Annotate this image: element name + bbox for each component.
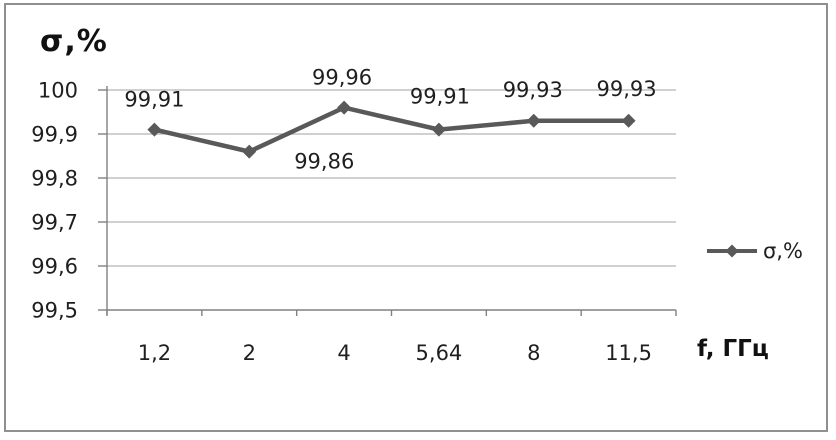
legend: σ,%: [706, 239, 803, 263]
data-point-marker: [242, 144, 257, 159]
data-point-marker: [526, 113, 541, 128]
x-axis-title: f, ГГц: [697, 336, 769, 362]
x-tick-label: 8: [527, 341, 540, 365]
y-tick-label: 99,7: [31, 211, 78, 235]
data-point-marker: [337, 100, 352, 115]
x-tick-label: 5,64: [416, 341, 463, 365]
y-tick-label: 99,5: [31, 299, 78, 323]
y-tick-label: 99,9: [31, 123, 78, 147]
legend-series-label: σ,%: [763, 239, 803, 263]
data-point-label: 99,91: [410, 85, 470, 109]
x-tick-label: 4: [337, 341, 350, 365]
data-point-label: 99,96: [312, 66, 372, 90]
series-line: [153, 105, 629, 154]
data-point-marker: [621, 113, 636, 128]
chart-title: σ,%: [40, 24, 108, 59]
data-point-label: 99,86: [294, 150, 354, 174]
data-point-label: 99,91: [124, 88, 184, 112]
data-point-marker: [147, 122, 162, 137]
data-point-label: 99,93: [597, 77, 657, 101]
x-tick-label: 1,2: [138, 341, 171, 365]
y-tick-label: 99,6: [31, 255, 78, 279]
data-point-marker: [431, 122, 446, 137]
legend-line-marker-icon: [707, 244, 757, 258]
y-tick-label: 100: [38, 79, 78, 103]
x-tick-label: 2: [243, 341, 256, 365]
data-point-label: 99,93: [503, 78, 563, 102]
x-tick-label: 11,5: [605, 341, 652, 365]
y-tick-label: 99,8: [31, 167, 78, 191]
chart-frame: [4, 3, 828, 432]
